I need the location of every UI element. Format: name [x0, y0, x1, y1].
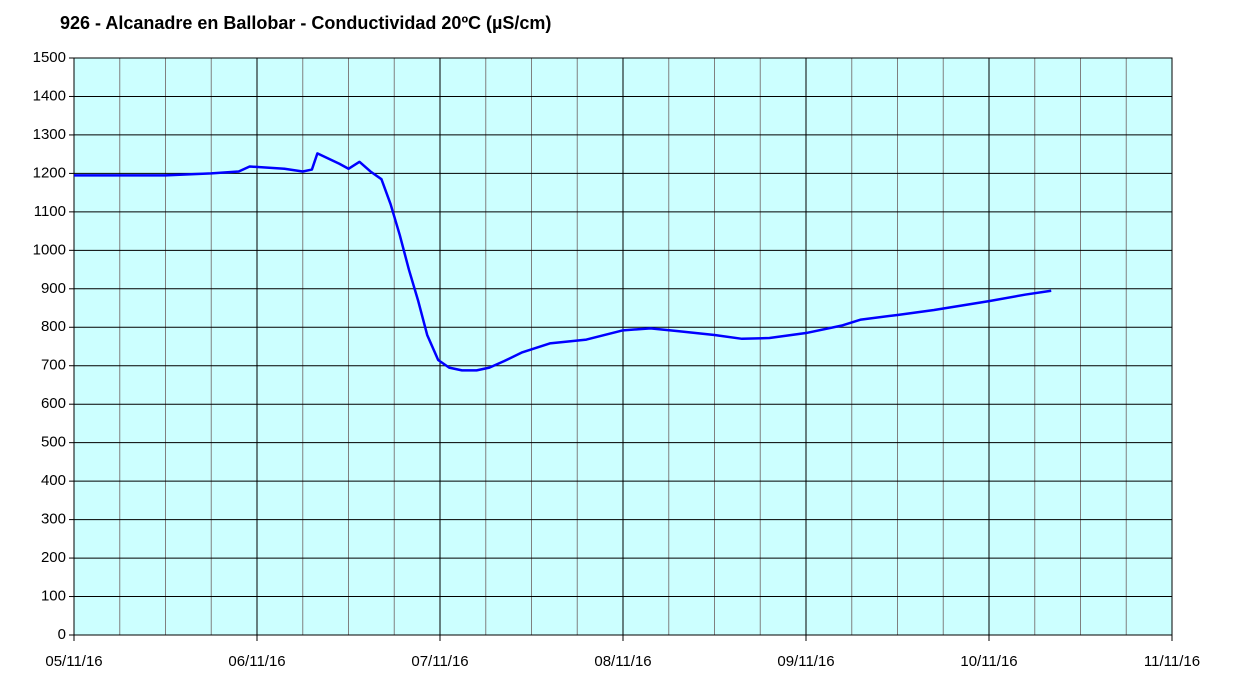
chart-title: 926 - Alcanadre en Ballobar - Conductivi…: [60, 13, 551, 33]
y-tick-label: 900: [41, 280, 66, 297]
y-tick-label: 400: [41, 472, 66, 489]
y-tick-label: 1100: [34, 203, 66, 220]
x-tick-label: 08/11/16: [594, 653, 651, 670]
x-tick-label: 06/11/16: [228, 653, 285, 670]
y-tick-label: 1200: [33, 164, 66, 181]
y-tick-label: 1300: [33, 126, 66, 143]
y-tick-label: 200: [41, 549, 66, 566]
x-tick-label: 10/11/16: [960, 653, 1017, 670]
y-tick-label: 1400: [33, 87, 66, 104]
y-tick-label: 1500: [33, 49, 66, 66]
x-tick-label: 09/11/16: [777, 653, 834, 670]
y-tick-label: 800: [41, 318, 66, 335]
y-tick-label: 100: [41, 588, 66, 605]
y-tick-label: 0: [58, 626, 66, 643]
plot-border: [73, 57, 1173, 636]
x-tick-label: 05/11/16: [45, 653, 102, 670]
y-tick-label: 300: [41, 511, 66, 528]
y-tick-label: 700: [41, 357, 66, 374]
y-tick-label: 500: [41, 434, 66, 451]
y-tick-label: 1000: [33, 241, 66, 258]
y-tick-label: 600: [41, 395, 66, 412]
x-tick-label: 07/11/16: [411, 653, 468, 670]
x-tick-label: 11/11/16: [1144, 653, 1200, 670]
data-line: [74, 152, 1052, 372]
